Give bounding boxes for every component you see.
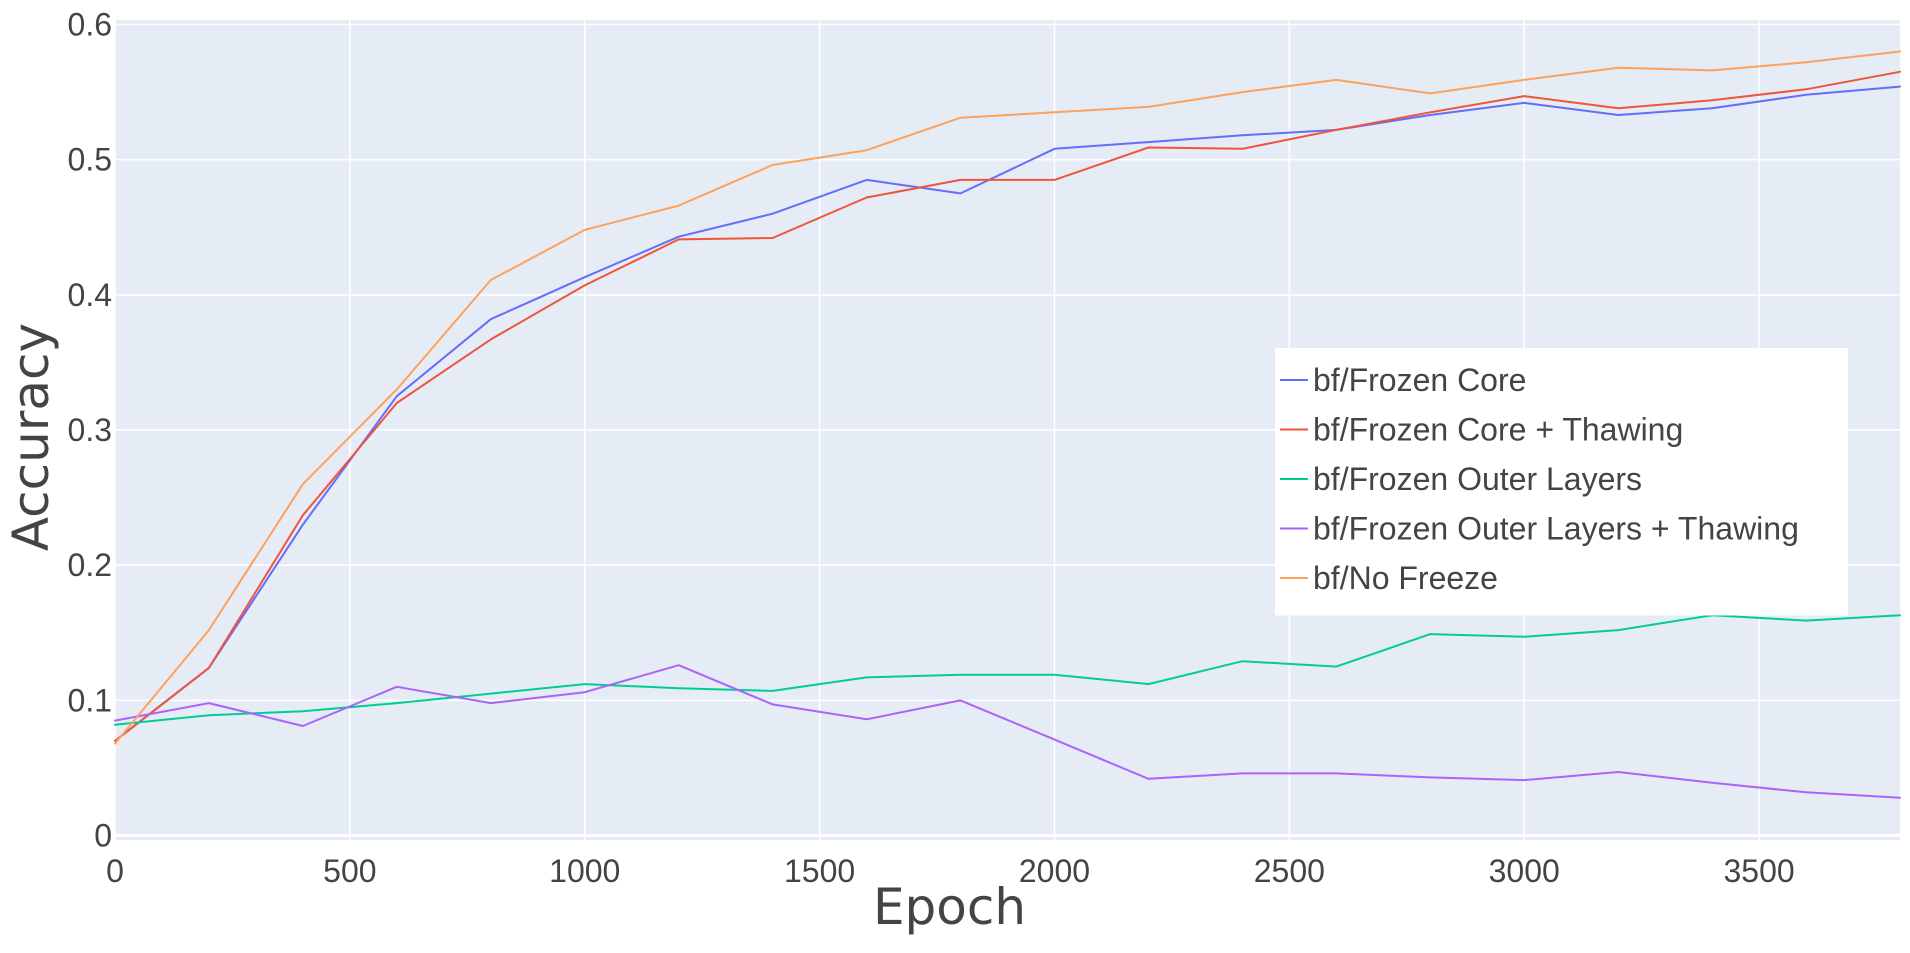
series-line-1 — [114, 85, 1901, 742]
series-line-3 — [114, 614, 1901, 726]
x-tick-label: 3500 — [1723, 853, 1794, 889]
y-tick-label: 0.3 — [68, 412, 112, 448]
y-tick-label: 0.1 — [68, 682, 112, 718]
legend-item-label: bf/Frozen Outer Layers — [1313, 461, 1642, 497]
x-tick-label: 1500 — [784, 853, 855, 889]
y-tick-label: 0.5 — [68, 142, 112, 178]
legend-background — [1275, 348, 1848, 616]
series-line-4 — [114, 664, 1901, 799]
series-lines — [114, 50, 1901, 799]
legend-item-label: bf/Frozen Core + Thawing — [1313, 412, 1683, 448]
y-tick-label: 0.2 — [68, 547, 112, 583]
y-tick-label: 0.6 — [68, 6, 112, 42]
y-tick-label: 0 — [94, 818, 112, 854]
series-line-2 — [114, 70, 1901, 742]
legend-item-label: bf/Frozen Outer Layers + Thawing — [1313, 511, 1799, 547]
x-axis-title: Epoch — [873, 878, 1026, 936]
legend-item-label: bf/Frozen Core — [1313, 362, 1526, 398]
series-line-5 — [114, 50, 1901, 745]
y-tick-label: 0.4 — [68, 277, 112, 313]
x-tick-label: 2500 — [1254, 853, 1325, 889]
x-tick-label: 1000 — [549, 853, 620, 889]
x-tick-label: 2000 — [1019, 853, 1090, 889]
y-axis-title: Accuracy — [2, 323, 60, 551]
legend: bf/Frozen Core bf/Frozen Core + Thawing bf… — [1275, 348, 1848, 616]
x-tick-label: 3000 — [1489, 853, 1560, 889]
axis-ticks: 0 500 1000 1500 2000 2500 3000 3500 0 0.1 0.2 0.3 0.… — [68, 6, 1795, 889]
x-tick-label: 500 — [323, 853, 376, 889]
legend-item-label: bf/No Freeze — [1313, 560, 1498, 596]
x-tick-label: 0 — [106, 853, 124, 889]
